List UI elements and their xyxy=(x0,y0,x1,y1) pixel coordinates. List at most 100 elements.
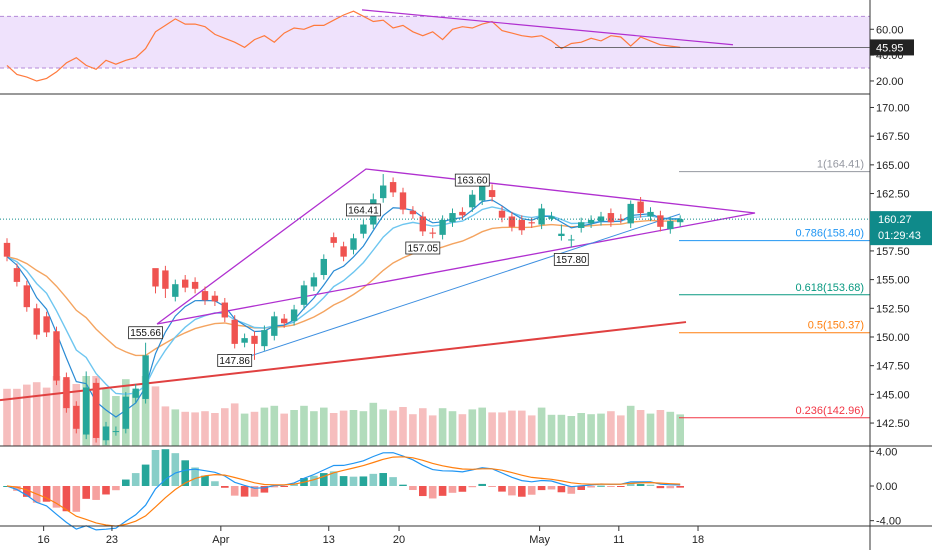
volume-bar xyxy=(52,376,61,446)
macd-histogram-bar xyxy=(270,486,279,488)
time-tick-label: 16 xyxy=(38,534,50,546)
rsi-current-value: 45.95 xyxy=(876,42,904,54)
macd-histogram-bar xyxy=(62,486,71,512)
volume-bar xyxy=(646,413,655,446)
candle xyxy=(201,291,209,301)
macd-histogram-bar xyxy=(646,484,655,486)
macd-histogram-bar xyxy=(102,486,110,495)
volume-bar xyxy=(508,410,516,446)
candle xyxy=(587,219,595,224)
candle xyxy=(667,221,674,230)
time-tick-label: 11 xyxy=(613,534,624,546)
volume-bar xyxy=(161,406,170,446)
candle xyxy=(320,258,327,276)
candle xyxy=(617,218,624,220)
callout-label: 164.41 xyxy=(348,205,379,216)
time-tick-label: 18 xyxy=(692,534,704,546)
candle xyxy=(300,285,308,305)
macd-histogram-bar xyxy=(161,449,170,486)
macd-histogram-bar xyxy=(23,486,31,497)
macd-histogram-bar xyxy=(122,479,130,486)
ema-light-blue xyxy=(6,206,681,395)
price-tick-label: 155.00 xyxy=(876,275,910,287)
macd-histogram-bar xyxy=(587,486,595,488)
fib-label: 0.5(150.37) xyxy=(808,320,864,332)
macd-histogram-bar xyxy=(438,486,447,496)
rsi-tick-label: 20.00 xyxy=(876,76,904,88)
macd-histogram-bar xyxy=(409,486,417,491)
last-price-tag xyxy=(870,211,932,246)
macd-histogram-bar xyxy=(498,486,506,492)
volume-bar xyxy=(488,412,496,446)
price-tick-label: 167.50 xyxy=(876,131,910,143)
volume-bar xyxy=(438,408,447,446)
candle xyxy=(63,377,70,409)
macd-histogram-bar xyxy=(131,473,140,486)
volume-bar xyxy=(3,388,11,446)
volume-bar xyxy=(181,411,189,446)
fib-label: 0.236(142.96) xyxy=(796,405,865,417)
candle xyxy=(429,232,436,234)
candle xyxy=(389,182,397,193)
time-tick-label: 13 xyxy=(323,534,335,546)
candle xyxy=(261,330,268,347)
volume-bar xyxy=(23,384,31,446)
candle xyxy=(162,270,169,289)
candle xyxy=(558,233,565,236)
candle xyxy=(548,216,555,219)
price-tick-label: 142.50 xyxy=(876,418,910,430)
candle xyxy=(73,405,80,429)
candle xyxy=(182,279,189,288)
volume-bar xyxy=(369,402,378,446)
macd-histogram-bar xyxy=(369,473,378,486)
candle xyxy=(439,219,446,235)
candle xyxy=(83,387,90,435)
macd-histogram-bar xyxy=(617,486,625,487)
candle xyxy=(340,246,347,257)
macd-histogram-bar xyxy=(458,486,467,492)
volume-bar xyxy=(211,413,219,446)
macd-histogram-bar xyxy=(577,486,585,490)
macd-histogram-bar xyxy=(141,464,150,486)
macd-histogram-bar xyxy=(240,486,249,497)
volume-bar xyxy=(260,407,269,446)
volume-bar xyxy=(607,411,615,446)
macd-histogram-bar xyxy=(359,476,368,486)
macd-histogram-bar xyxy=(151,449,160,486)
volume-bar xyxy=(409,414,417,446)
volume-bar xyxy=(379,409,387,446)
volume-bar xyxy=(656,410,665,446)
macd-histogram-bar xyxy=(339,476,348,486)
candle xyxy=(310,277,318,287)
volume-bar xyxy=(102,388,110,446)
macd-histogram-bar xyxy=(211,481,219,486)
macd-histogram-bar xyxy=(448,486,457,493)
volume-bar xyxy=(230,403,239,446)
rsi-trendline xyxy=(361,9,734,46)
macd-histogram-bar xyxy=(191,467,199,486)
macd-histogram-bar xyxy=(250,486,259,497)
candle xyxy=(677,219,684,223)
callout-box xyxy=(128,326,164,340)
candle xyxy=(568,239,575,241)
candle xyxy=(122,396,129,429)
candle xyxy=(488,190,496,197)
macd-histogram-bar xyxy=(42,486,51,502)
volume-bar xyxy=(250,411,259,446)
rsi-tick-label: 60.00 xyxy=(876,24,904,36)
macd-tick-label: -4.00 xyxy=(876,516,901,528)
volume-bar xyxy=(290,410,298,446)
macd-histogram-bar xyxy=(419,486,427,497)
candle xyxy=(142,355,149,399)
volume-bar xyxy=(468,409,477,446)
time-tick-label: 23 xyxy=(106,534,118,546)
volume-bar xyxy=(32,382,41,446)
callout-label: 157.05 xyxy=(408,244,439,255)
candle xyxy=(399,192,407,210)
candle xyxy=(528,222,535,224)
candle xyxy=(13,268,21,282)
candle xyxy=(23,285,30,308)
price-tick-label: 157.50 xyxy=(876,246,910,258)
price-tick-label: 150.00 xyxy=(876,332,910,344)
